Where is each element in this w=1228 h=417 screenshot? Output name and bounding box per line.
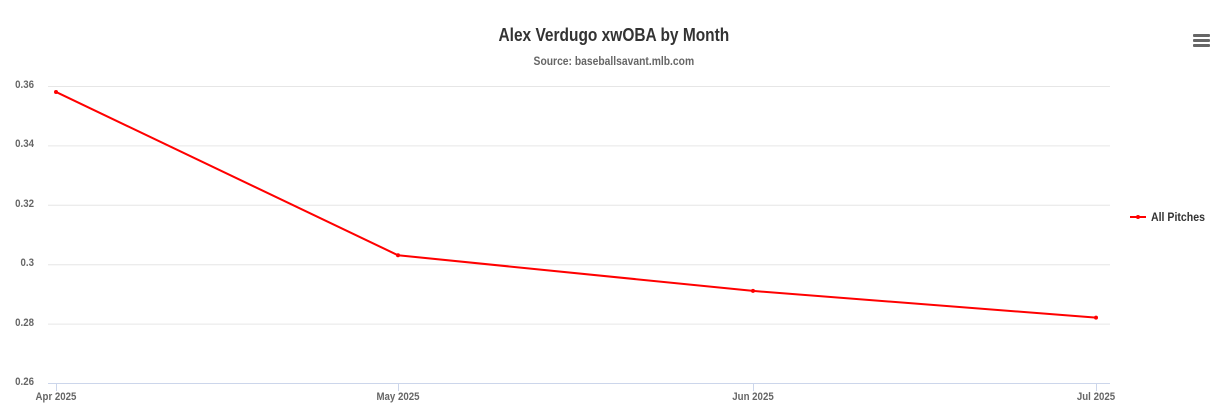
legend-label: All Pitches bbox=[1151, 210, 1205, 224]
y-tick-label: 0.34 bbox=[15, 138, 34, 151]
x-tick-label: Jun 2025 bbox=[732, 391, 774, 403]
hamburger-menu-icon[interactable] bbox=[1192, 33, 1212, 49]
y-tick-label: 0.26 bbox=[15, 376, 34, 388]
x-tick-label: Apr 2025 bbox=[35, 391, 77, 403]
y-tick-label: 0.3 bbox=[20, 257, 34, 270]
y-tick-label: 0.36 bbox=[15, 79, 34, 91]
series-all-pitches[interactable] bbox=[54, 89, 1098, 320]
legend-line-marker-icon bbox=[1130, 215, 1146, 219]
legend-item-all-pitches[interactable]: All Pitches bbox=[1130, 210, 1212, 224]
gridlines bbox=[48, 86, 1110, 325]
y-tick-label: 0.28 bbox=[15, 316, 34, 329]
x-axis bbox=[48, 383, 1110, 391]
data-point[interactable] bbox=[54, 89, 58, 94]
data-point[interactable] bbox=[1094, 315, 1098, 320]
x-tick-label: May 2025 bbox=[376, 391, 420, 403]
chart-subtitle: Source: baseballsavant.mlb.com bbox=[533, 54, 695, 68]
data-point[interactable] bbox=[396, 253, 400, 258]
x-tick-label: Jul 2025 bbox=[1076, 391, 1116, 403]
data-point[interactable] bbox=[751, 288, 755, 293]
y-tick-label: 0.32 bbox=[15, 197, 34, 210]
chart-title: Alex Verdugo xwOBA by Month bbox=[498, 25, 730, 45]
